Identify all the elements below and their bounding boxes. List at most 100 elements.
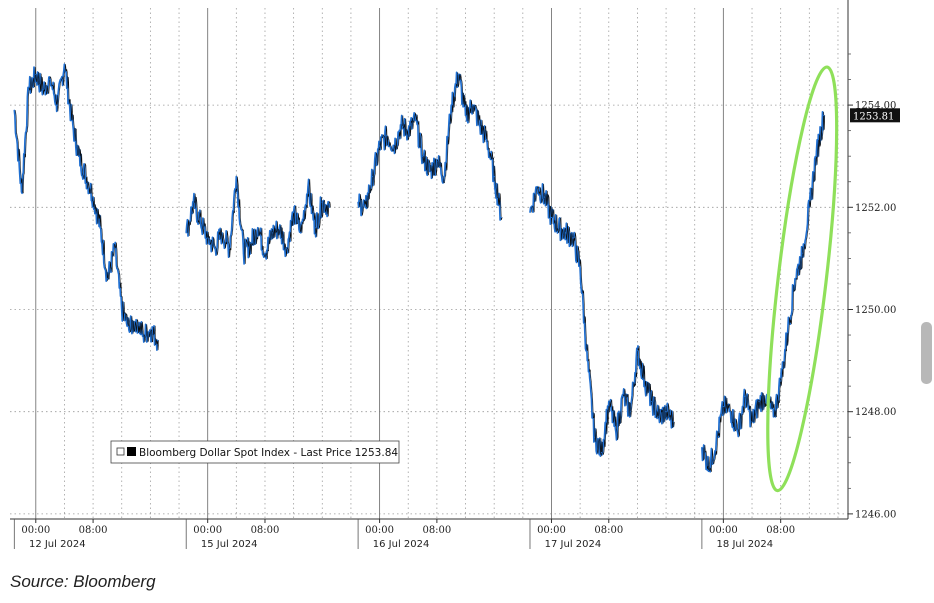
- data-point: [737, 431, 739, 433]
- data-point: [651, 400, 653, 403]
- data-point: [35, 73, 37, 76]
- data-point: [593, 436, 596, 438]
- y-tick-label-0: 1246.00: [855, 509, 896, 520]
- data-point: [106, 278, 109, 280]
- data-point: [49, 78, 51, 81]
- highlight-ellipse: [766, 65, 839, 493]
- data-point: [558, 227, 560, 229]
- data-point: [228, 247, 230, 249]
- x-tick-label-2-0: 00:00: [365, 525, 394, 536]
- series-layer: [13, 63, 826, 473]
- data-point: [271, 232, 273, 234]
- data-point: [278, 227, 280, 229]
- data-point: [70, 119, 73, 122]
- y-axis: 1246.00 1248.00 1250.00 1252.00 1254.001253.…: [847, 0, 900, 520]
- series-shadow-0-3: [530, 183, 675, 457]
- scrollbar-thumb[interactable]: [921, 322, 932, 384]
- data-point: [307, 186, 309, 188]
- annotation-layer: [766, 65, 839, 493]
- data-point: [185, 232, 187, 234]
- data-point: [235, 176, 237, 178]
- data-point: [636, 349, 639, 351]
- data-point: [113, 247, 116, 249]
- chart: 1246.00 1248.00 1250.00 1252.00 1254.001253.…: [10, 0, 900, 550]
- data-point: [393, 145, 395, 147]
- data-point: [242, 252, 245, 254]
- data-point: [579, 268, 581, 270]
- data-point: [92, 196, 94, 198]
- data-point: [414, 119, 416, 122]
- data-point: [744, 395, 746, 397]
- data-point: [479, 124, 481, 127]
- data-point: [572, 237, 574, 239]
- data-point: [536, 186, 538, 188]
- x-axis: 00:00 08:00 12 Jul 2024 00:00 08:00 15 Jul 20…: [10, 518, 848, 550]
- legend-checkbox-icon[interactable]: [116, 447, 125, 456]
- data-point: [708, 467, 710, 469]
- x-date-label-4: 18 Jul 2024: [717, 539, 774, 550]
- data-point: [63, 63, 66, 65]
- data-point: [443, 176, 445, 178]
- data-point: [601, 451, 603, 454]
- data-point: [615, 431, 617, 433]
- data-point: [328, 206, 331, 208]
- y-tick-label-4: 1254.00: [855, 101, 896, 112]
- data-point: [565, 232, 567, 234]
- data-point: [622, 395, 624, 397]
- data-point: [121, 308, 123, 311]
- x-tick-label-4-1: 08:00: [766, 525, 795, 536]
- data-point: [371, 176, 374, 178]
- data-point: [421, 155, 424, 157]
- x-date-label-0: 12 Jul 2024: [29, 539, 86, 550]
- data-point: [20, 191, 23, 193]
- y-tick-label-2: 1250.00: [855, 305, 896, 316]
- data-point: [429, 170, 431, 173]
- data-point: [823, 114, 825, 116]
- data-point: [400, 124, 402, 127]
- data-point: [221, 232, 223, 234]
- data-point: [264, 252, 266, 254]
- data-point: [378, 145, 381, 147]
- series-shadow-0-2: [359, 72, 503, 221]
- data-point: [629, 411, 631, 413]
- data-point: [472, 104, 474, 106]
- data-point: [13, 109, 15, 111]
- data-point: [550, 216, 553, 219]
- x-tick-label-0-0: 00:00: [21, 525, 50, 536]
- x-date-label-3: 17 Jul 2024: [545, 539, 602, 550]
- data-point: [407, 130, 409, 132]
- data-point: [464, 114, 467, 116]
- x-tick-label-3-0: 00:00: [537, 525, 566, 536]
- data-point: [128, 329, 130, 331]
- data-point: [801, 252, 803, 254]
- data-point: [293, 211, 295, 213]
- data-point: [486, 140, 488, 142]
- data-point: [808, 206, 810, 208]
- data-point: [758, 400, 760, 403]
- last-price-label: 1253.81: [853, 111, 894, 122]
- data-point: [42, 89, 44, 91]
- data-point: [99, 227, 101, 229]
- data-point: [56, 104, 58, 106]
- data-point: [815, 150, 818, 152]
- legend-swatch-icon: [127, 447, 136, 456]
- last-price-tag: [850, 108, 900, 123]
- data-point: [765, 395, 767, 397]
- source-text: Source: Bloomberg: [10, 572, 156, 591]
- x-tick-label-0-1: 08:00: [79, 525, 108, 536]
- data-point: [321, 201, 323, 203]
- data-point: [665, 411, 667, 413]
- y-tick-label-1: 1248.00: [855, 407, 896, 418]
- data-point: [207, 237, 209, 239]
- legend-label: Bloomberg Dollar Spot Index - Last Price…: [139, 447, 398, 459]
- data-point: [257, 227, 259, 229]
- grid: [10, 8, 848, 519]
- data-point: [493, 176, 495, 178]
- data-point: [192, 201, 194, 203]
- data-point: [772, 416, 775, 418]
- data-point: [658, 416, 660, 418]
- x-tick-label-4-0: 00:00: [709, 525, 738, 536]
- data-point: [450, 104, 452, 106]
- x-tick-label-3-1: 08:00: [594, 525, 623, 536]
- data-point: [285, 247, 288, 249]
